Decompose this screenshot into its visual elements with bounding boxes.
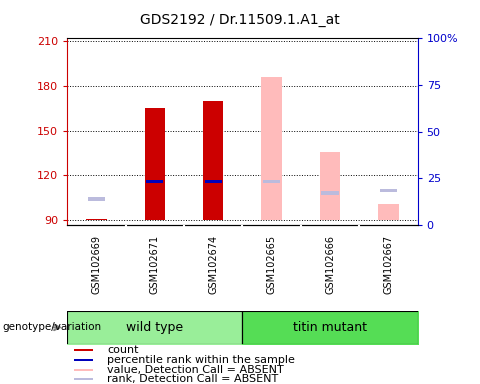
Text: count: count xyxy=(108,345,139,356)
Text: GSM102674: GSM102674 xyxy=(208,235,218,294)
Bar xyxy=(144,108,165,220)
Bar xyxy=(74,359,94,361)
Bar xyxy=(86,218,107,220)
Bar xyxy=(86,218,107,220)
Bar xyxy=(262,77,282,220)
Text: GDS2192 / Dr.11509.1.A1_at: GDS2192 / Dr.11509.1.A1_at xyxy=(140,13,340,27)
Text: GSM102671: GSM102671 xyxy=(150,235,160,294)
Text: GSM102666: GSM102666 xyxy=(325,235,335,294)
Text: GSM102665: GSM102665 xyxy=(266,235,276,294)
Text: percentile rank within the sample: percentile rank within the sample xyxy=(108,355,295,365)
Bar xyxy=(74,369,94,371)
Bar xyxy=(74,378,94,380)
Bar xyxy=(320,152,340,220)
Text: rank, Detection Call = ABSENT: rank, Detection Call = ABSENT xyxy=(108,374,279,384)
Bar xyxy=(263,180,280,183)
Text: GSM102669: GSM102669 xyxy=(91,235,101,294)
Text: titin mutant: titin mutant xyxy=(293,321,367,334)
Text: GSM102667: GSM102667 xyxy=(384,235,394,294)
Bar xyxy=(321,192,339,195)
Bar xyxy=(146,180,164,183)
Bar xyxy=(380,189,397,192)
Bar xyxy=(378,204,398,220)
Bar xyxy=(203,101,223,220)
Bar xyxy=(204,180,222,183)
Text: value, Detection Call = ABSENT: value, Detection Call = ABSENT xyxy=(108,364,284,375)
Bar xyxy=(88,197,105,201)
Text: genotype/variation: genotype/variation xyxy=(2,322,102,333)
Bar xyxy=(74,349,94,351)
Text: wild type: wild type xyxy=(126,321,183,334)
